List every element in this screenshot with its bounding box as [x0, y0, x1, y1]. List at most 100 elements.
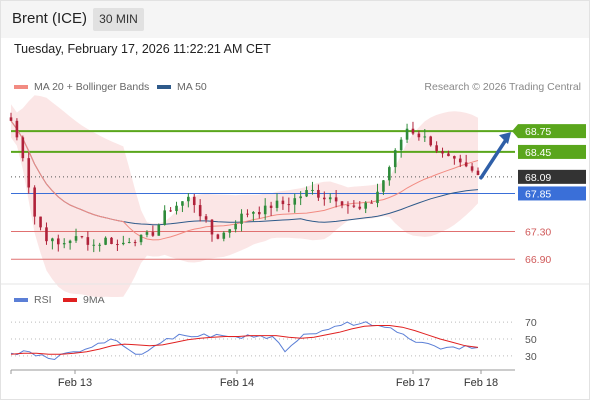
level-label-68-75: 68.75	[525, 126, 551, 138]
candle-body	[311, 189, 314, 191]
candle-body	[181, 201, 184, 206]
ma50-swatch	[157, 85, 171, 89]
rsi-tick-30: 30	[525, 351, 537, 363]
legend-rsi-label: RSI	[34, 294, 52, 306]
level-tag-68-09	[518, 169, 586, 184]
legend-ma20-label: MA 20 + Bollinger Bands	[34, 81, 150, 93]
candle-body	[388, 167, 391, 181]
forecast-arrow-head	[499, 132, 511, 145]
candle-body	[358, 206, 362, 209]
candle-body	[393, 150, 397, 168]
candle-body	[246, 213, 249, 215]
candle-body	[240, 213, 243, 224]
rsi-tick-70: 70	[525, 317, 537, 329]
candle-body	[33, 187, 36, 217]
candle-body	[411, 128, 415, 134]
candle-body	[458, 158, 462, 163]
candle-body	[216, 234, 220, 239]
legend-rsi: RSI	[14, 294, 52, 306]
candle-body	[263, 205, 267, 215]
x-tick-label: Feb 13	[58, 377, 92, 389]
candle-body	[470, 166, 474, 171]
x-tick-label: Feb 14	[220, 377, 254, 389]
candle-body	[27, 158, 31, 188]
candle-body	[346, 205, 350, 207]
candle-body	[435, 145, 438, 151]
candle-body	[139, 234, 143, 243]
credit-text: Research © 2026 Trading Central	[424, 81, 581, 93]
candle-body	[228, 229, 232, 233]
rsi-ma-line	[10, 325, 479, 355]
candle-body	[116, 244, 119, 246]
rsi-line	[10, 321, 479, 361]
level-label-66-90: 66.90	[525, 254, 551, 266]
candle-body	[405, 128, 409, 140]
candle-body	[104, 237, 107, 245]
candle-body	[122, 242, 125, 245]
candle-body	[370, 202, 373, 204]
candle-body	[127, 242, 131, 244]
level-label-67-85: 67.85	[525, 188, 551, 200]
candle-body	[476, 170, 480, 175]
candle-body	[92, 244, 96, 246]
level-tag-67-85	[518, 186, 586, 201]
candle-body	[287, 204, 291, 206]
candle-body	[74, 236, 78, 241]
candle-body	[39, 216, 42, 228]
ma20-line	[10, 120, 479, 241]
rsi-tick-50: 50	[525, 334, 537, 346]
timeframe-button[interactable]: 30 MIN	[93, 8, 144, 31]
candle-body	[317, 189, 320, 198]
candle-body	[86, 237, 90, 245]
candle-body	[275, 200, 279, 208]
x-tick-label: Feb 18	[464, 377, 498, 389]
level-label-68-45: 68.45	[525, 147, 551, 159]
candle-body	[352, 205, 356, 207]
candle-body	[340, 201, 344, 206]
candle-body	[51, 238, 54, 242]
candle-body	[163, 210, 166, 225]
bollinger-band	[11, 95, 478, 298]
timestamp: Tuesday, February 17, 2026 11:22:21 AM C…	[14, 42, 271, 56]
candle-body	[110, 237, 113, 245]
candle-body	[429, 136, 433, 146]
candle-body	[453, 156, 456, 159]
candle-body	[417, 133, 421, 138]
candle-body	[175, 205, 178, 212]
candle-body	[192, 196, 196, 206]
candle-body	[198, 205, 202, 217]
level-label-67-30: 67.30	[525, 227, 551, 239]
forecast-arrow-shaft	[479, 136, 509, 180]
candle-body	[252, 212, 255, 214]
instrument-title: Brent (ICE)	[12, 10, 88, 27]
candle-body	[328, 197, 332, 200]
candle-body	[323, 197, 326, 200]
legend-ma50-label: MA 50	[177, 81, 207, 93]
level-tag-68-75	[512, 124, 586, 139]
candle-body	[464, 162, 468, 167]
level-tag-68-45	[518, 144, 586, 159]
candle-body	[169, 210, 172, 212]
candle-body	[334, 197, 338, 202]
candle-body	[21, 137, 25, 159]
level-label-68-09: 68.09	[525, 172, 551, 184]
candle-body	[204, 216, 208, 220]
candle-body	[269, 205, 273, 208]
candle-body	[257, 212, 261, 215]
candle-body	[210, 219, 214, 235]
candle-body	[68, 240, 72, 244]
candle-body	[80, 236, 84, 238]
candle-body	[382, 180, 385, 192]
candle-body	[299, 196, 302, 199]
candle-body	[364, 202, 367, 209]
candle-body	[157, 224, 161, 236]
rsi-ma-swatch	[63, 298, 77, 302]
rsi-swatch	[14, 298, 28, 302]
candle-body	[423, 136, 427, 138]
candle-body	[145, 232, 149, 235]
candle-body	[62, 243, 66, 245]
candle-body	[376, 191, 379, 203]
ma20-swatch	[14, 85, 28, 89]
candle-body	[45, 227, 48, 242]
